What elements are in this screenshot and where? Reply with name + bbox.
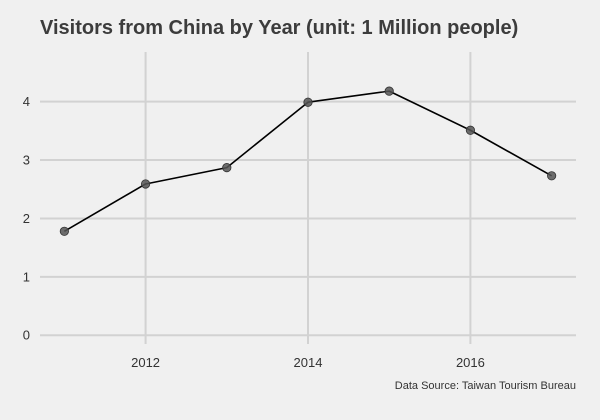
tick-labels: 0 1 2 3 4 2012 2014 2016 — [23, 94, 485, 370]
data-point-2016 — [465, 125, 476, 135]
data-source-note: Data Source: Taiwan Tourism Bureau — [394, 380, 576, 392]
data-point-2012 — [140, 179, 151, 189]
y-tick-label-3: 3 — [23, 153, 30, 168]
y-tick-label-0: 0 — [23, 328, 30, 343]
y-tick-label-1: 1 — [23, 269, 30, 284]
data-series — [59, 86, 557, 236]
x-tick-label-2016: 2016 — [456, 355, 485, 370]
data-point-2015 — [384, 86, 394, 96]
data-point-2014 — [303, 97, 313, 107]
x-tick-label-2012: 2012 — [131, 355, 160, 370]
x-tick-label-2014: 2014 — [294, 355, 323, 370]
data-point-2013 — [222, 163, 232, 173]
data-point-2011 — [59, 226, 69, 236]
y-tick-label-2: 2 — [23, 211, 30, 226]
y-tick-label-4: 4 — [23, 94, 30, 109]
chart-title: Visitors from China by Year (unit: 1 Mil… — [40, 17, 519, 39]
data-point-2017 — [547, 171, 557, 181]
